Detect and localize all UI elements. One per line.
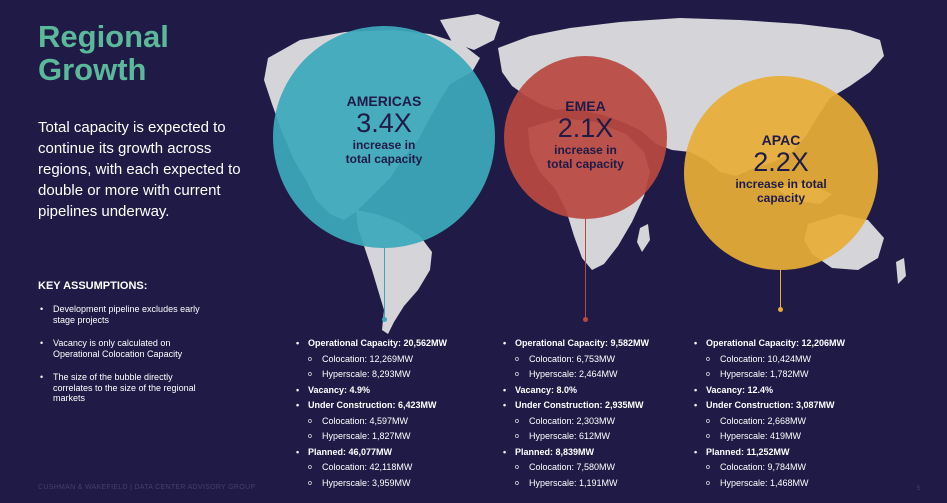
planned: Planned: 46,077MW <box>296 445 521 461</box>
planned-hyperscale: Hyperscale: 1,468MW <box>694 476 919 492</box>
construction-colocation: Colocation: 2,668MW <box>694 414 919 430</box>
construction-hyperscale: Hyperscale: 612MW <box>503 429 728 445</box>
emea-bubble <box>504 56 667 219</box>
operational-capacity: Operational Capacity: 12,206MW <box>694 336 919 352</box>
construction-colocation: Colocation: 4,597MW <box>296 414 521 430</box>
americas-stats: Operational Capacity: 20,562MW Colocatio… <box>296 336 521 491</box>
americas-bubble <box>273 26 495 248</box>
planned: Planned: 11,252MW <box>694 445 919 461</box>
emea-desc-line1: increase in <box>554 143 617 157</box>
planned: Planned: 8,839MW <box>503 445 728 461</box>
emea-desc-line2: total capacity <box>547 157 624 171</box>
page-title: Regional Growth <box>38 20 169 86</box>
operational-capacity: Operational Capacity: 20,562MW <box>296 336 521 352</box>
apac-stats: Operational Capacity: 12,206MW Colocatio… <box>694 336 919 491</box>
americas-desc-line2: total capacity <box>345 152 423 166</box>
emea-multiplier: 2.1X <box>557 113 614 143</box>
key-assumptions-title: KEY ASSUMPTIONS: <box>38 280 148 292</box>
construction-hyperscale: Hyperscale: 419MW <box>694 429 919 445</box>
apac-region-name: APAC <box>761 132 801 148</box>
americas-region-name: AMERICAS <box>346 93 422 109</box>
emea-stats: Operational Capacity: 9,582MW Colocation… <box>503 336 728 491</box>
under-construction: Under Construction: 3,087MW <box>694 398 919 414</box>
americas-multiplier: 3.4X <box>356 108 412 138</box>
apac-bubble <box>684 76 878 270</box>
emea-bubble-text: EMEA 2.1X increase in total capacity <box>515 98 656 171</box>
map-new-zealand <box>896 258 906 284</box>
construction-hyperscale: Hyperscale: 1,827MW <box>296 429 521 445</box>
key-assumptions-list: Development pipeline excludes early stag… <box>40 304 210 417</box>
footer-text: CUSHMAN & WAKEFIELD | DATA CENTER ADVISO… <box>38 484 256 491</box>
operational-colocation: Colocation: 12,269MW <box>296 352 521 368</box>
construction-colocation: Colocation: 2,303MW <box>503 414 728 430</box>
planned-colocation: Colocation: 7,580MW <box>503 460 728 476</box>
operational-hyperscale: Hyperscale: 2,464MW <box>503 367 728 383</box>
key-assumption-item: The size of the bubble directly correlat… <box>40 372 210 404</box>
under-construction: Under Construction: 2,935MW <box>503 398 728 414</box>
map-greenland <box>440 14 500 50</box>
emea-dot <box>583 317 588 322</box>
vacancy: Vacancy: 4.9% <box>296 383 521 399</box>
planned-hyperscale: Hyperscale: 3,959MW <box>296 476 521 492</box>
operational-hyperscale: Hyperscale: 8,293MW <box>296 367 521 383</box>
apac-dot <box>778 307 783 312</box>
page-number: 5 <box>917 486 921 492</box>
apac-desc-line1: increase in total <box>735 177 827 191</box>
key-assumption-item: Vacancy is only calculated on Operationa… <box>40 338 210 359</box>
apac-multiplier: 2.2X <box>753 147 809 177</box>
operational-capacity: Operational Capacity: 9,582MW <box>503 336 728 352</box>
emea-stem <box>585 219 586 318</box>
emea-region-name: EMEA <box>565 98 606 114</box>
intro-text: Total capacity is expected to continue i… <box>38 119 241 220</box>
planned-colocation: Colocation: 42,118MW <box>296 460 521 476</box>
operational-colocation: Colocation: 10,424MW <box>694 352 919 368</box>
americas-desc-line1: increase in <box>352 138 416 152</box>
page-title-line1: Regional <box>38 19 169 54</box>
page-title-line2: Growth <box>38 52 147 87</box>
americas-dot <box>382 317 387 322</box>
apac-bubble-text: APAC 2.2X increase in total capacity <box>711 132 851 205</box>
vacancy: Vacancy: 12.4% <box>694 383 919 399</box>
americas-bubble-text: AMERICAS 3.4X increase in total capacity <box>303 93 465 166</box>
under-construction: Under Construction: 6,423MW <box>296 398 521 414</box>
apac-desc-line2: capacity <box>756 191 806 205</box>
operational-hyperscale: Hyperscale: 1,782MW <box>694 367 919 383</box>
apac-stem <box>780 270 781 308</box>
planned-hyperscale: Hyperscale: 1,191MW <box>503 476 728 492</box>
key-assumption-item: Development pipeline excludes early stag… <box>40 304 210 325</box>
operational-colocation: Colocation: 6,753MW <box>503 352 728 368</box>
planned-colocation: Colocation: 9,784MW <box>694 460 919 476</box>
map-madagascar <box>637 224 650 252</box>
vacancy: Vacancy: 8.0% <box>503 383 728 399</box>
americas-stem <box>384 248 385 318</box>
